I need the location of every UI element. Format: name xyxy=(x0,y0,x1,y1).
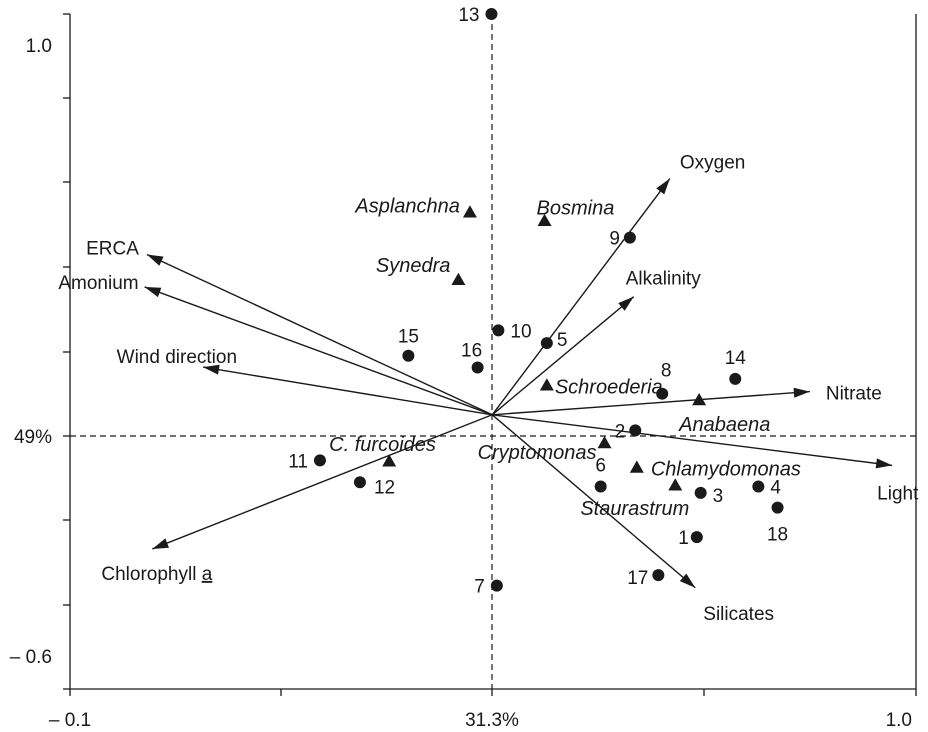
site-label: 15 xyxy=(398,327,419,348)
site-label: 14 xyxy=(725,348,747,369)
site-marker xyxy=(540,337,553,350)
site-label: 13 xyxy=(458,5,479,26)
variable-label: Alkalinity xyxy=(626,269,701,290)
species-label: C. furcoides xyxy=(329,434,436,456)
species-markers: Asplanchna Bosmina Synedra Schroederia Anaba… xyxy=(329,195,801,520)
variable-label: Silicates xyxy=(703,604,774,625)
species-label: Asplanchna xyxy=(354,195,460,217)
site-marker xyxy=(694,486,707,499)
site-marker xyxy=(652,569,665,582)
species-marker xyxy=(462,205,477,218)
species-marker xyxy=(539,378,554,391)
site-label: 4 xyxy=(770,478,781,499)
site-marker xyxy=(471,361,484,374)
site-marker xyxy=(594,480,607,493)
site-marker xyxy=(490,579,503,592)
site-label: 17 xyxy=(627,568,648,589)
y-tick-label: 49% xyxy=(14,427,52,448)
species-label: Anabaena xyxy=(678,414,770,436)
arrow-head xyxy=(875,458,893,469)
variable-label: Oxygen xyxy=(680,153,745,174)
x-tick-label: – 0.1 xyxy=(49,710,91,731)
site-marker xyxy=(729,372,742,385)
site-label: 3 xyxy=(713,486,724,507)
variable-label: Wind direction xyxy=(117,347,237,368)
site-label: 9 xyxy=(609,229,620,250)
variable-arrows: Oxygen Alkalinity ERCA Amonium Wind directio… xyxy=(58,153,919,625)
species-marker xyxy=(692,393,707,406)
site-marker xyxy=(690,531,703,544)
site-label: 7 xyxy=(474,577,485,598)
species-marker xyxy=(382,454,397,467)
variable-arrow xyxy=(492,390,810,416)
variable-arrow xyxy=(152,414,493,550)
species-marker xyxy=(597,436,612,449)
variable-label: Light xyxy=(877,483,919,504)
arrow-head xyxy=(793,387,810,398)
variable-arrow xyxy=(492,414,893,467)
site-marker xyxy=(623,231,636,244)
site-marker xyxy=(485,8,498,20)
arrow-head xyxy=(146,254,164,266)
site-label: 5 xyxy=(557,330,568,351)
site-label: 18 xyxy=(767,525,788,546)
species-marker xyxy=(629,460,644,473)
variable-label: Nitrate xyxy=(826,384,882,405)
variable-arrow xyxy=(146,253,493,416)
species-label: Staurastrum xyxy=(580,498,689,520)
arrow-head xyxy=(618,296,634,311)
variable-arrow xyxy=(202,366,493,416)
arrow-head xyxy=(144,286,162,298)
x-tick-label: 1.0 xyxy=(886,710,912,731)
site-label: 11 xyxy=(288,451,308,472)
variable-arrow xyxy=(491,178,671,416)
species-label: Chlamydomonas xyxy=(651,459,801,481)
species-label: Schroederia xyxy=(555,376,663,398)
variable-arrow xyxy=(491,414,696,589)
species-label: Cryptomonas xyxy=(478,442,597,464)
variable-arrow xyxy=(144,286,493,416)
species-label: Bosmina xyxy=(537,198,615,220)
arrow-head xyxy=(152,538,170,549)
x-tick-label: 31.3% xyxy=(465,710,519,731)
arrow-head xyxy=(656,178,670,195)
species-label: Synedra xyxy=(376,255,451,277)
species-marker xyxy=(451,272,466,286)
site-marker xyxy=(492,324,505,337)
site-label: 1 xyxy=(678,528,689,549)
site-label: 12 xyxy=(374,477,395,498)
site-label: 8 xyxy=(661,361,672,382)
site-marker xyxy=(313,454,326,467)
site-marker xyxy=(656,387,669,400)
variable-label: Amonium xyxy=(58,273,138,294)
axis-ticks xyxy=(63,13,917,696)
variable-label: ERCA xyxy=(86,238,139,259)
arrow-head xyxy=(203,364,220,375)
species-marker xyxy=(537,213,552,226)
site-label: 2 xyxy=(615,421,626,442)
y-tick-label: 1.0 xyxy=(26,36,52,57)
variable-arrow xyxy=(491,296,635,416)
species-marker xyxy=(668,478,683,491)
site-label: 10 xyxy=(510,321,531,342)
site-label: 16 xyxy=(461,341,482,362)
y-tick-label: – 0.6 xyxy=(10,647,52,668)
site-marker xyxy=(402,349,415,362)
site-marker xyxy=(752,480,765,493)
site-marker xyxy=(771,501,784,514)
site-label: 6 xyxy=(595,456,606,477)
site-markers: 13 9 10 5 15 16 8 14 2 11 12 6 3 4 18 1 17 7 xyxy=(288,5,788,598)
site-marker xyxy=(353,476,366,489)
arrow-head xyxy=(679,573,696,588)
site-marker xyxy=(629,424,642,437)
variable-label: Chlorophyll a xyxy=(101,564,212,585)
